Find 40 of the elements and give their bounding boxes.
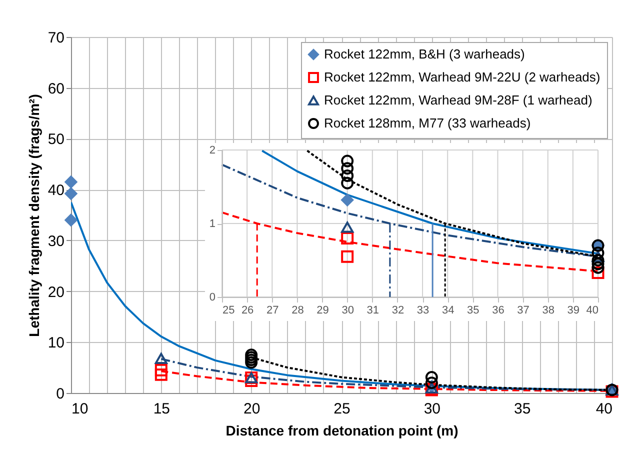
x-tick-label: 38: [542, 304, 554, 316]
y-tick-label: 30: [48, 232, 64, 250]
legend-label: Rocket 122mm, B&H (3 warheads): [324, 46, 525, 62]
x-tick-label: 30: [424, 400, 441, 418]
y-tick-label: 60: [48, 80, 64, 98]
x-tick-label: 40: [596, 400, 612, 418]
x-tick-label: 37: [517, 304, 530, 316]
x-tick-label: 27: [266, 304, 279, 316]
y-tick-label: 10: [48, 334, 64, 352]
y-tick-label: 2: [209, 144, 216, 156]
x-tick-label: 15: [153, 400, 170, 418]
y-axis-title: Lethality fragment density (frags/m²): [26, 94, 42, 337]
x-tick-label: 34: [442, 304, 454, 316]
x-tick-label: 35: [514, 400, 531, 418]
x-tick-label: 29: [316, 304, 329, 316]
x-tick-label: 40: [586, 304, 598, 316]
x-tick-label: 39: [567, 304, 580, 316]
x-tick-label: 35: [467, 304, 480, 316]
y-tick-label: 20: [48, 284, 64, 301]
x-tick-label: 25: [334, 400, 350, 418]
x-axis-title: Distance from detonation point (m): [226, 422, 458, 438]
x-tick-label: 28: [292, 304, 304, 316]
y-tick-label: 0: [56, 386, 64, 402]
y-tick-label: 70: [48, 30, 64, 46]
x-tick-label: 26: [241, 304, 254, 316]
y-tick-label: 1: [209, 218, 216, 230]
x-tick-label: 36: [492, 304, 504, 316]
x-tick-label: 10: [72, 400, 88, 418]
x-tick-label: 20: [243, 400, 260, 418]
x-tick-label: 32: [392, 304, 404, 316]
y-tick-label: 0: [209, 292, 216, 304]
x-tick-label: 31: [366, 304, 380, 316]
y-tick-label: 50: [48, 131, 64, 148]
legend-label: Rocket 122mm, Warhead 9M-28F (1 warhead): [324, 92, 592, 108]
legend-label: Rocket 122mm, Warhead 9M-22U (2 warheads): [324, 70, 600, 84]
x-tick-label: 30: [342, 304, 354, 316]
x-tick-label: 25: [222, 304, 235, 316]
x-tick-label: 33: [416, 304, 430, 316]
legend-label: Rocket 128mm, M77 (33 warheads): [324, 116, 531, 130]
y-tick-label: 40: [48, 182, 64, 200]
